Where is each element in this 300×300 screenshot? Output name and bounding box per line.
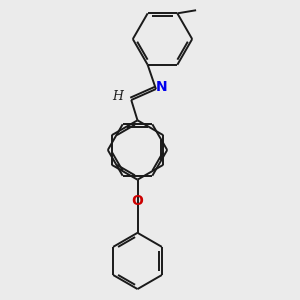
Text: H: H: [112, 90, 123, 104]
Text: N: N: [156, 80, 167, 94]
Text: O: O: [132, 194, 143, 208]
